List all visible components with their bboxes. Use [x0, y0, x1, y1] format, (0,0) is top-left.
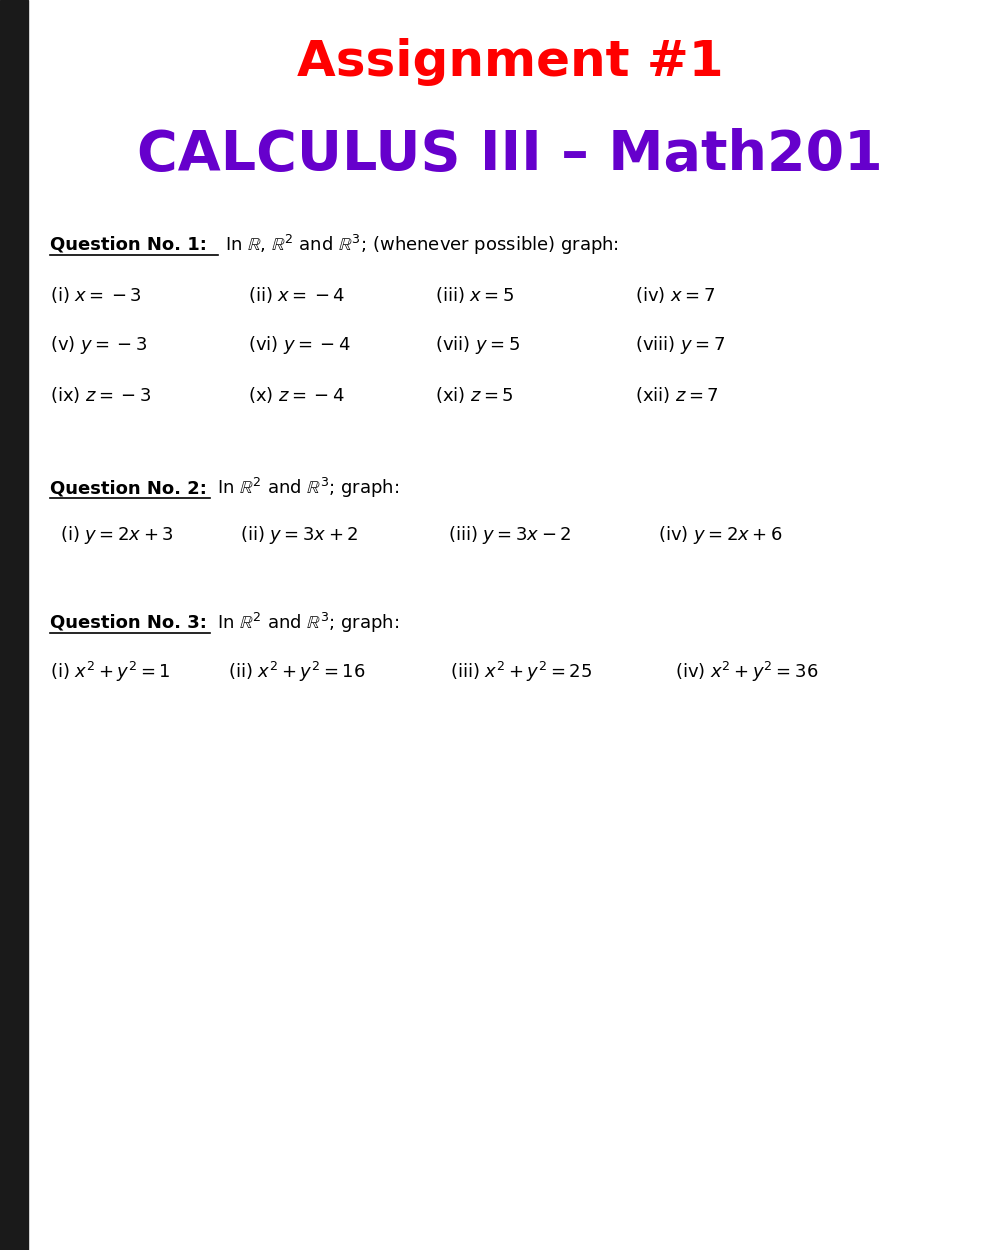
Text: In $\mathbb{R}^2$ and $\mathbb{R}^3$; graph:: In $\mathbb{R}^2$ and $\mathbb{R}^3$; gr…	[217, 476, 399, 500]
Text: In $\mathbb{R}$, $\mathbb{R}^2$ and $\mathbb{R}^3$; (whenever possible) graph:: In $\mathbb{R}$, $\mathbb{R}^2$ and $\ma…	[225, 232, 619, 258]
Text: In $\mathbb{R}^2$ and $\mathbb{R}^3$; graph:: In $\mathbb{R}^2$ and $\mathbb{R}^3$; gr…	[217, 611, 399, 635]
Text: (xii) $z =7$: (xii) $z =7$	[635, 385, 719, 405]
Text: (iii) $x^2 + y^2 = 25$: (iii) $x^2 + y^2 = 25$	[450, 660, 593, 684]
Text: Question No. 1:: Question No. 1:	[50, 236, 207, 254]
Bar	[0, 0, 28, 1250]
Text: (iv) $y = 2x + 6$: (iv) $y = 2x + 6$	[658, 524, 783, 546]
Text: (ii) $y = 3x + 2$: (ii) $y = 3x + 2$	[240, 524, 359, 546]
Text: (iv) $x =7$: (iv) $x =7$	[635, 285, 715, 305]
Text: (viii) $y =7$: (viii) $y =7$	[635, 334, 725, 356]
Text: (v) $y = -3$: (v) $y = -3$	[50, 334, 147, 356]
Text: (iii) $y = 3x - 2$: (iii) $y = 3x - 2$	[448, 524, 572, 546]
Text: (i) $x^2 + y^2 = 1$: (i) $x^2 + y^2 = 1$	[50, 660, 171, 684]
Text: (x) $z = -4$: (x) $z = -4$	[248, 385, 344, 405]
Text: (xi) $z =5$: (xi) $z =5$	[435, 385, 514, 405]
Text: (vii) $y =5$: (vii) $y =5$	[435, 334, 520, 356]
Text: (i) $x = -3$: (i) $x = -3$	[50, 285, 142, 305]
Text: (iv) $x^2 + y^2 = 36$: (iv) $x^2 + y^2 = 36$	[675, 660, 818, 684]
Text: Assignment #1: Assignment #1	[297, 38, 724, 86]
Text: Question No. 3:: Question No. 3:	[50, 614, 207, 632]
Text: (iii) $x =5$: (iii) $x =5$	[435, 285, 515, 305]
Text: Question No. 2:: Question No. 2:	[50, 479, 207, 498]
Text: (vi) $y = -4$: (vi) $y = -4$	[248, 334, 351, 356]
Text: CALCULUS III – Math201: CALCULUS III – Math201	[137, 127, 882, 182]
Text: (ix) $z = -3$: (ix) $z = -3$	[50, 385, 151, 405]
Text: (ii) $x = -4$: (ii) $x = -4$	[248, 285, 345, 305]
Text: (i) $y = 2x + 3$: (i) $y = 2x + 3$	[60, 524, 174, 546]
Text: (ii) $x^2 + y^2 = 16$: (ii) $x^2 + y^2 = 16$	[228, 660, 366, 684]
